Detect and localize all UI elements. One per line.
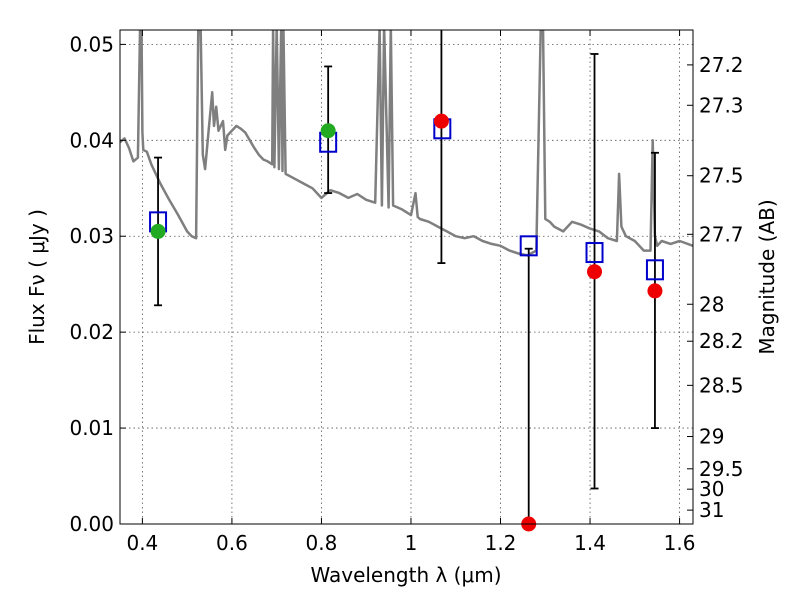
y-tick-label: 0.04 <box>69 128 114 152</box>
green-photometry-point <box>150 223 166 239</box>
y-tick-label: 0.00 <box>69 512 114 536</box>
right-tick-label: 30 <box>699 477 724 501</box>
red-photometry-point <box>587 264 603 280</box>
x-tick-label: 0.4 <box>126 531 158 555</box>
observed-points <box>150 113 663 532</box>
y-tick-label: 0.03 <box>69 224 114 248</box>
grid <box>120 30 693 525</box>
right-tick-label: 27.3 <box>699 93 744 117</box>
plot-frame <box>119 29 694 525</box>
model-point-square <box>519 235 538 257</box>
right-tick-label: 28.5 <box>699 373 744 397</box>
right-tick-label: 27.5 <box>699 164 744 188</box>
right-tick-label: 27.7 <box>699 222 744 246</box>
model-point-square <box>645 259 664 281</box>
x-axis-title: Wavelength λ (μm) <box>310 563 501 587</box>
x-tick-label: 1 <box>405 531 418 555</box>
y-tick-label: 0.02 <box>69 320 114 344</box>
right-tick-label: 29.5 <box>699 457 744 481</box>
right-tick-label: 28.2 <box>699 329 744 353</box>
y-tick-label: 0.01 <box>69 416 114 440</box>
red-photometry-point <box>433 113 449 129</box>
x-tick-label: 0.8 <box>306 531 338 555</box>
x-tick-label: 0.6 <box>216 531 248 555</box>
x-tick-label: 1.6 <box>664 531 696 555</box>
error-bars <box>154 30 659 524</box>
x-tick-label: 1.4 <box>574 531 606 555</box>
right-tick-label: 28 <box>699 292 724 316</box>
model-point-square <box>585 242 604 264</box>
right-tick-label: 29 <box>699 425 724 449</box>
x-tick-label: 1.2 <box>485 531 517 555</box>
model-spectrum-line <box>120 30 693 257</box>
spectrum-layer <box>120 30 693 257</box>
red-photometry-point <box>647 283 663 299</box>
y-axis-title: Flux Fν ( μJy ) <box>25 209 49 345</box>
right-tick-label: 27.2 <box>699 53 744 77</box>
green-photometry-point <box>320 123 336 139</box>
right-tick-label: 31 <box>699 498 724 522</box>
ticks: 0.4 0.6 0.8 1 1.2 1.4 1.6 0.00 0.01 0.02 0.03 0.04 0… <box>69 30 744 555</box>
y-tick-label: 0.05 <box>69 32 114 56</box>
right-axis-title: Magnitude (AB) <box>755 199 779 354</box>
